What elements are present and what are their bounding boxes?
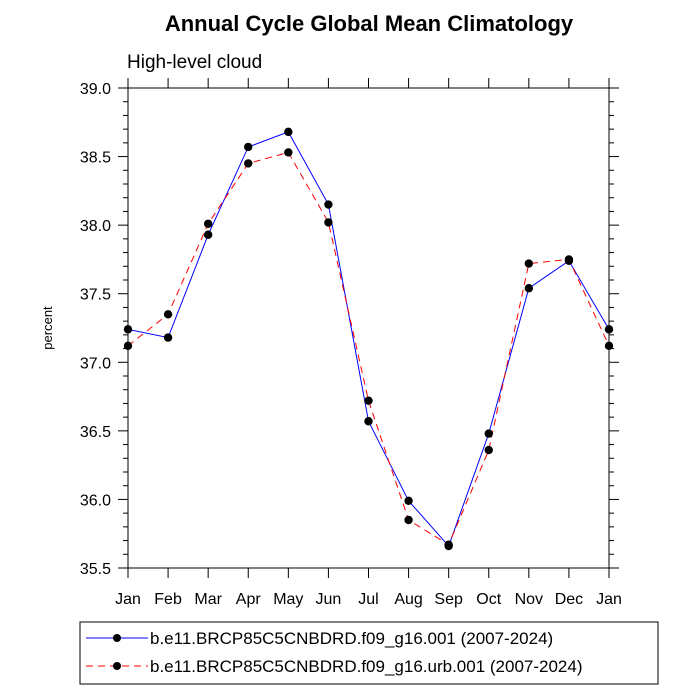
series-2-point <box>484 445 493 455</box>
legend-marker-series-1 <box>113 634 121 642</box>
series-2-point <box>123 341 133 351</box>
legend-label-series-1: b.e11.BRCP85C5CNBDRD.f09_g16.001 (2007-2… <box>150 629 553 648</box>
y-tick-label: 38.0 <box>80 218 111 235</box>
plot-area: 35.5 36.0 36.5 37.0 37.5 38.0 38.5 39.0 Jan Feb M… <box>80 78 622 608</box>
y-tick-label: 37.0 <box>80 355 111 372</box>
x-axis-ticks: Jan Feb Mar Apr May Jun Jul Aug Sep Oct Nov Dec Jan <box>115 78 622 608</box>
series-2-point <box>444 540 453 549</box>
y-axis-label: percent <box>40 306 55 350</box>
series-1-point <box>524 284 534 293</box>
series-2-point <box>284 148 293 157</box>
x-tick-label: Aug <box>394 591 422 608</box>
series-2-point <box>364 396 373 405</box>
series-2-point <box>163 310 173 319</box>
legend-box <box>79 621 659 685</box>
y-tick-label: 36.5 <box>80 424 111 441</box>
series-layer <box>123 127 614 551</box>
y-tick-label: 35.5 <box>80 561 111 578</box>
x-tick-label: Nov <box>515 591 543 608</box>
y-tick-label: 38.5 <box>80 150 111 167</box>
series-1-point <box>163 333 173 342</box>
series-2-point <box>604 341 614 351</box>
y-tick-label: 37.5 <box>80 287 111 304</box>
legend-label-series-2: b.e11.BRCP85C5CNBDRD.f09_g16.urb.001 (20… <box>150 657 583 676</box>
series-2-point <box>203 219 213 228</box>
legend: b.e11.BRCP85C5CNBDRD.f09_g16.001 (2007-2… <box>79 621 659 685</box>
x-tick-label: Dec <box>555 591 583 608</box>
series-1-point <box>244 142 253 152</box>
x-tick-label: Mar <box>194 591 222 608</box>
series-1-point <box>203 230 213 239</box>
series-1-point <box>364 417 373 426</box>
series-1-point <box>404 496 413 505</box>
series-2-point <box>244 159 253 168</box>
series-2-point <box>404 515 413 525</box>
series-2-point <box>524 259 534 268</box>
series-1-point <box>123 325 133 334</box>
x-tick-label: Feb <box>154 591 182 608</box>
series-1-point <box>284 127 293 137</box>
series-1-point <box>484 429 493 438</box>
series-1-point <box>604 325 614 334</box>
x-tick-label: Apr <box>236 591 262 608</box>
x-tick-label: Jan <box>115 591 141 608</box>
y-tick-label: 36.0 <box>80 492 111 509</box>
legend-marker-series-2 <box>113 662 121 670</box>
x-tick-label: May <box>273 591 303 608</box>
series-2-point <box>324 218 333 227</box>
series-1-point <box>324 200 333 209</box>
y-axis-ticks: 35.5 36.0 36.5 37.0 37.5 38.0 38.5 39.0 <box>80 81 619 578</box>
x-tick-label: Jul <box>358 591 378 608</box>
x-tick-label: Oct <box>476 591 501 608</box>
chart-title: Annual Cycle Global Mean Climatology <box>165 11 574 36</box>
y-tick-label: 39.0 <box>80 81 111 98</box>
chart-subtitle: High-level cloud <box>127 52 262 73</box>
x-tick-label: Sep <box>434 591 463 608</box>
x-tick-label: Jun <box>316 591 342 608</box>
series-2-point <box>564 255 574 264</box>
x-tick-label: Jan <box>596 591 622 608</box>
